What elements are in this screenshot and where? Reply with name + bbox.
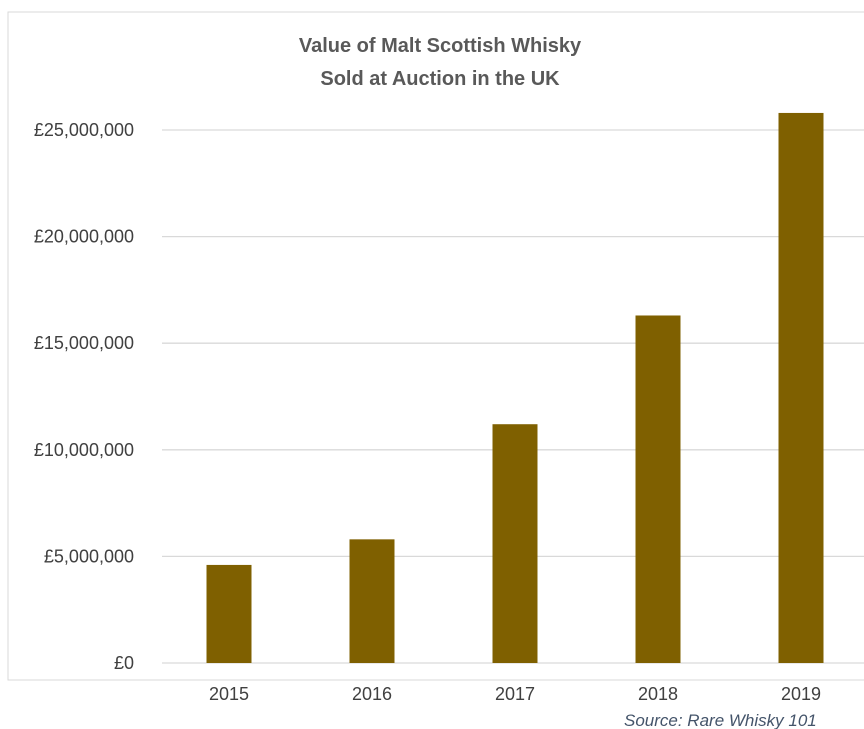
y-tick-label: £10,000,000	[34, 440, 134, 460]
y-tick-label: £20,000,000	[34, 227, 134, 247]
y-tick-label: £15,000,000	[34, 333, 134, 353]
bar-2019	[778, 112, 824, 664]
y-tick-label: £5,000,000	[44, 546, 134, 566]
bar-2015	[206, 564, 252, 663]
bar-2017	[492, 424, 538, 663]
y-tick-label: £25,000,000	[34, 120, 134, 140]
chart-border	[7, 11, 864, 681]
x-axis-tick-labels: 2015 2016 2017 2018 2019	[209, 684, 821, 704]
x-tick-label: 2019	[781, 684, 821, 704]
y-axis-tick-labels: £0 £5,000,000 £10,000,000 £15,000,000 £20,00…	[34, 120, 134, 673]
chart-title-line-2: Sold at Auction in the UK	[320, 68, 560, 90]
bar-2016	[349, 539, 395, 663]
x-tick-label: 2018	[638, 684, 678, 704]
x-tick-label: 2016	[352, 684, 392, 704]
chart-title-line-1: Value of Malt Scottish Whisky	[299, 35, 582, 57]
bar-2018	[635, 315, 681, 663]
bars	[206, 112, 824, 664]
source-note: Source: Rare Whisky 101	[624, 711, 817, 729]
x-tick-label: 2015	[209, 684, 249, 704]
y-tick-label: £0	[114, 653, 134, 673]
x-tick-label: 2017	[495, 684, 535, 704]
